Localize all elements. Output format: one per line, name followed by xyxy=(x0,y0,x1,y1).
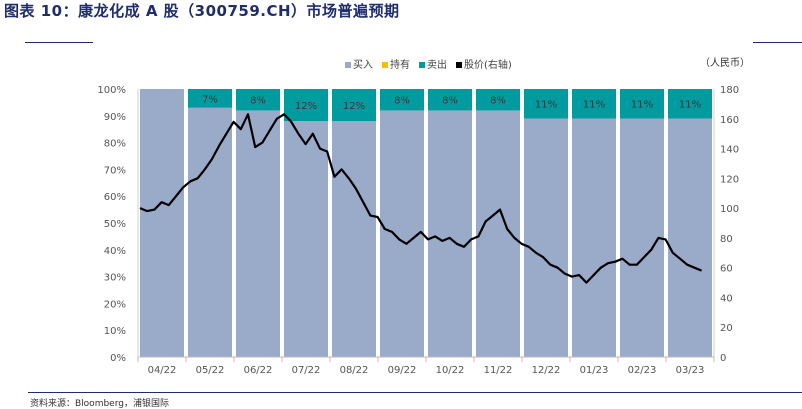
legend-swatch-3 xyxy=(456,62,462,68)
bar-买入-04/22 xyxy=(140,89,184,357)
data-label: 8% xyxy=(250,96,266,107)
bar-卖出-10/22 xyxy=(428,89,472,111)
right-tick-label: 40 xyxy=(720,293,733,304)
x-tick-label: 11/22 xyxy=(484,365,513,376)
header-rule-right xyxy=(753,42,802,43)
bar-买入-12/22 xyxy=(524,118,568,357)
bar-买入-11/22 xyxy=(476,110,520,357)
data-label: 8% xyxy=(442,96,458,107)
data-label: 11% xyxy=(679,100,701,111)
legend-swatch-1 xyxy=(382,62,388,68)
left-tick-label: 10% xyxy=(104,326,126,337)
x-tick-label: 05/22 xyxy=(196,365,225,376)
left-tick-label: 0% xyxy=(110,353,126,364)
legend-label-0: 买入 xyxy=(353,59,373,71)
legend-swatch-2 xyxy=(419,62,425,68)
left-tick-label: 70% xyxy=(104,165,126,176)
data-label: 11% xyxy=(583,100,605,111)
left-axis: 0% 10% 20% 30% 40% 50% 60% 70% 80% 90% 100% xyxy=(97,85,139,364)
legend-label-3: 股价(右轴) xyxy=(464,58,512,71)
bar-买入-03/23 xyxy=(668,118,712,357)
left-tick-label: 50% xyxy=(104,219,126,230)
left-tick-label: 40% xyxy=(104,246,126,257)
left-tick-label: 80% xyxy=(104,139,126,150)
data-label: 12% xyxy=(295,101,317,112)
bar-买入-10/22 xyxy=(428,110,472,357)
data-label: 12% xyxy=(343,101,365,112)
x-tick-label: 12/22 xyxy=(532,365,561,376)
header-rule-left xyxy=(25,42,93,43)
left-tick-label: 90% xyxy=(104,112,126,123)
left-tick-label: 100% xyxy=(97,85,126,96)
bar-卖出-08/22 xyxy=(332,89,376,122)
x-tick-label: 10/22 xyxy=(436,365,465,376)
x-tick-label: 06/22 xyxy=(244,365,273,376)
x-tick-label: 02/23 xyxy=(628,365,657,376)
data-label: 7% xyxy=(202,94,218,105)
bar-买入-08/22 xyxy=(332,121,376,357)
right-tick-label: 80 xyxy=(720,234,733,245)
x-tick-label: 04/22 xyxy=(148,365,177,376)
chart-title: 图表 10：康龙化成 A 股（300759.CH）市场普遍预期 xyxy=(4,2,400,20)
bar-卖出-03/23 xyxy=(668,89,712,119)
bar-卖出-12/22 xyxy=(524,89,568,119)
bar-买入-06/22 xyxy=(236,110,280,357)
bar-买入-02/23 xyxy=(620,118,664,357)
x-tick-label: 01/23 xyxy=(580,365,609,376)
x-tick-label: 07/22 xyxy=(292,365,321,376)
bar-卖出-06/22 xyxy=(236,89,280,111)
right-tick-label: 100 xyxy=(720,204,739,215)
price-line xyxy=(139,113,703,284)
bar-卖出-07/22 xyxy=(284,89,328,122)
left-tick-label: 60% xyxy=(104,192,126,203)
footer-rule xyxy=(28,392,802,393)
data-label: 8% xyxy=(394,96,410,107)
bar-卖出-11/22 xyxy=(476,89,520,111)
x-tick-label: 03/23 xyxy=(676,365,705,376)
right-tick-label: 0 xyxy=(720,353,726,364)
data-label: 11% xyxy=(631,100,653,111)
stacked-bars xyxy=(140,89,712,357)
right-tick-label: 140 xyxy=(720,145,739,156)
bar-买入-07/22 xyxy=(284,121,328,357)
data-label: 8% xyxy=(490,96,506,107)
bar-卖出-02/23 xyxy=(620,89,664,119)
legend-label-1: 持有 xyxy=(390,58,410,71)
right-tick-label: 160 xyxy=(720,115,739,126)
x-axis: 04/22 05/22 06/22 07/22 08/22 09/22 10/22 11/22… xyxy=(137,356,715,376)
right-tick-label: 180 xyxy=(720,85,739,96)
source-note: 资料来源：Bloomberg，浦银国际 xyxy=(30,399,169,409)
left-tick-label: 30% xyxy=(104,273,126,284)
price-line-path xyxy=(139,113,703,284)
bar-卖出-01/23 xyxy=(572,89,616,119)
right-tick-label: 60 xyxy=(720,264,733,275)
legend-label-2: 卖出 xyxy=(427,58,447,71)
right-axis: 0 20 40 60 80 100 120 140 160 180 xyxy=(713,85,739,364)
bar-卖出-05/22 xyxy=(188,89,232,108)
bar-买入-01/23 xyxy=(572,118,616,357)
bar-卖出-09/22 xyxy=(380,89,424,111)
data-labels: 7% 8% 12% 12% 8% 8% 8% 11% 11% 11% 11% xyxy=(202,94,701,112)
data-label: 11% xyxy=(535,100,557,111)
bar-买入-09/22 xyxy=(380,110,424,357)
legend: 买入 持有 卖出 股价(右轴) xyxy=(345,58,512,71)
legend-swatch-0 xyxy=(345,62,351,68)
right-tick-label: 20 xyxy=(720,323,733,334)
x-tick-label: 09/22 xyxy=(388,365,417,376)
right-tick-label: 120 xyxy=(720,174,739,185)
left-tick-label: 20% xyxy=(104,299,126,310)
bar-买入-05/22 xyxy=(188,107,232,357)
unit-label: （人民币） xyxy=(700,57,750,69)
x-tick-label: 08/22 xyxy=(340,365,369,376)
